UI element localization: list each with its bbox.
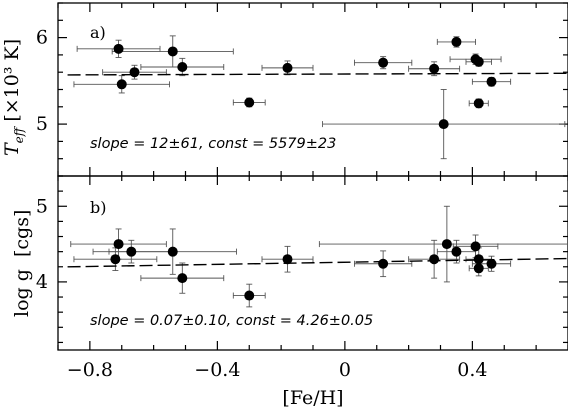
data-point xyxy=(113,43,124,54)
data-point xyxy=(473,254,484,265)
x-tick-label: 0 xyxy=(339,359,351,381)
panel-b-y-axis-title: log g [cgs] xyxy=(11,210,33,317)
data-point xyxy=(378,258,389,269)
data-point xyxy=(473,98,484,109)
x-tick-label: −0.4 xyxy=(194,359,240,381)
data-point xyxy=(244,97,255,108)
data-point xyxy=(282,62,293,73)
panel-a-ticks xyxy=(57,2,568,177)
data-point xyxy=(110,254,121,265)
y-tick-label: 4 xyxy=(36,271,48,293)
panel-b-error-bars xyxy=(70,205,568,308)
panel-b-annotation: slope = 0.07±0.10, const = 4.26±0.05 xyxy=(90,313,373,329)
panel-b-fit-line xyxy=(67,257,568,268)
x-axis-title: [Fe/H] xyxy=(282,387,343,409)
y-tick-label: 6 xyxy=(36,27,48,49)
panel-a-letter: a) xyxy=(90,23,106,42)
panel-b-ticks xyxy=(57,175,568,350)
data-point xyxy=(470,241,481,252)
panel-a-y-axis-unit: [×10³ K] xyxy=(1,39,23,122)
panel-a: 56 a) slope = 12±61, const = 5579±23 Tef… xyxy=(1,2,568,177)
panel-a-y-axis-sub: eff xyxy=(12,125,26,143)
y-tick-label: 5 xyxy=(36,195,48,217)
data-point xyxy=(441,239,452,250)
x-tick-label: 0.4 xyxy=(457,359,487,381)
data-point xyxy=(177,273,188,284)
data-point xyxy=(129,67,140,78)
panel-a-y-axis-title: Teff [×10³ K] xyxy=(1,39,26,156)
data-point xyxy=(438,119,449,130)
data-point xyxy=(244,290,255,301)
panel-a-y-tick-labels: 56 xyxy=(36,27,48,136)
data-point xyxy=(451,246,462,257)
data-point xyxy=(113,239,124,250)
panel-a-fit-line xyxy=(67,72,568,76)
data-point xyxy=(177,62,188,73)
panel-a-annotation: slope = 12±61, const = 5579±23 xyxy=(90,136,336,152)
panel-b-letter: b) xyxy=(90,198,106,217)
data-point xyxy=(473,263,484,274)
panel-b-y-tick-labels: 45 xyxy=(36,195,48,293)
data-point xyxy=(486,258,497,269)
data-point xyxy=(451,36,462,47)
y-tick-label: 5 xyxy=(36,113,48,135)
data-point xyxy=(429,63,440,74)
data-point xyxy=(473,56,484,67)
panel-a-points xyxy=(113,36,497,130)
panel-b-y-axis-main: log g xyxy=(11,269,33,317)
data-point xyxy=(282,254,293,265)
data-point xyxy=(167,246,178,257)
panel-b-y-axis-unit: [cgs] xyxy=(11,210,33,257)
x-tick-labels: −0.8 −0.4 0 0.4 xyxy=(67,359,488,381)
data-point xyxy=(429,254,440,265)
panel-a-y-axis-main: T xyxy=(1,142,23,156)
panel-b-points xyxy=(110,239,497,301)
data-point xyxy=(378,57,389,68)
data-point xyxy=(126,246,137,257)
data-point xyxy=(116,79,127,90)
panel-b: 45 −0.8 −0.4 0 0.4 b) slope = 0.07±0.10, co… xyxy=(11,175,568,409)
data-point xyxy=(167,46,178,57)
x-tick-label: −0.8 xyxy=(67,359,113,381)
data-point xyxy=(486,76,497,87)
